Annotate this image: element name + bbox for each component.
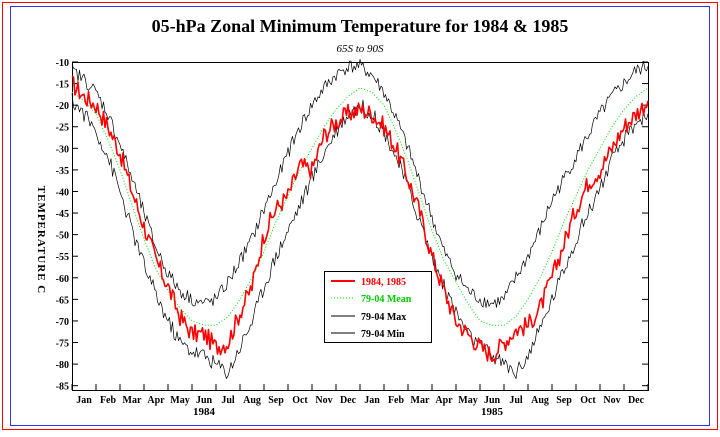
series-layer bbox=[71, 59, 649, 379]
legend-label-max: 79-04 Max bbox=[361, 312, 406, 323]
y-tick-label: -70 bbox=[56, 317, 69, 328]
x-tick-label: Oct bbox=[580, 395, 596, 406]
series-line-79-04-max bbox=[71, 59, 649, 308]
y-tick-label: -80 bbox=[56, 360, 69, 371]
y-tick-label: -65 bbox=[56, 295, 69, 306]
x-tick-label: Oct bbox=[292, 395, 308, 406]
y-tick-label: -85 bbox=[56, 382, 69, 393]
chart-title: 05-hPa Zonal Minimum Temperature for 198… bbox=[152, 16, 569, 36]
y-axis: -10 -15 -20 -25 -30 -35 -40 -45 -50 -55 -60 -65 -70 -… bbox=[56, 58, 648, 393]
x-tick-label: Mar bbox=[123, 395, 142, 406]
x-tick-label: Jan bbox=[364, 395, 380, 406]
x-tick-label: Jan bbox=[76, 395, 92, 406]
x-tick-label: Apr bbox=[435, 395, 453, 406]
outer-frame-red bbox=[2, 2, 718, 430]
chart-subtitle: 65S to 90S bbox=[336, 43, 384, 55]
legend-label-min: 79-04 Min bbox=[361, 329, 405, 340]
legend-label-mean: 79-04 Mean bbox=[361, 294, 412, 305]
y-tick-label: -45 bbox=[56, 209, 69, 220]
y-tick-label: -55 bbox=[56, 252, 69, 263]
x-tick-label: Jun bbox=[484, 395, 501, 406]
year-label: 1985 bbox=[481, 406, 504, 418]
y-tick-label: -40 bbox=[56, 187, 69, 198]
outer-frame-blue bbox=[10, 6, 710, 426]
y-tick-label: -50 bbox=[56, 231, 69, 242]
legend: 1984, 1985 79-04 Mean 79-04 Max 79-04 Mi… bbox=[324, 271, 432, 343]
x-tick-label: May bbox=[170, 395, 189, 406]
x-tick-label: Jul bbox=[221, 395, 235, 406]
y-tick-label: -25 bbox=[56, 123, 69, 134]
y-tick-label: -35 bbox=[56, 166, 69, 177]
y-tick-label: -30 bbox=[56, 144, 69, 155]
y-tick-label: -60 bbox=[56, 274, 69, 285]
year-label: 1984 bbox=[193, 406, 216, 418]
x-tick-label: Aug bbox=[531, 395, 549, 406]
x-tick-label: Sep bbox=[268, 395, 284, 406]
x-tick-label: Dec bbox=[628, 395, 645, 406]
x-tick-label: Dec bbox=[340, 395, 357, 406]
x-axis: Jan Feb Mar Apr May Jun Jul Aug Sep Oct Nov Dec Jan F… bbox=[71, 384, 649, 418]
x-tick-label: Nov bbox=[603, 395, 620, 406]
y-axis-label: TEMPERATURE C bbox=[35, 186, 47, 294]
x-tick-label: May bbox=[458, 395, 477, 406]
x-tick-label: Mar bbox=[411, 395, 430, 406]
x-tick-label: Feb bbox=[388, 395, 405, 406]
x-tick-label: Sep bbox=[556, 395, 572, 406]
y-tick-label: -15 bbox=[56, 80, 69, 91]
x-tick-label: Jul bbox=[509, 395, 523, 406]
x-tick-label: Apr bbox=[147, 395, 165, 406]
legend-label-1984-1985: 1984, 1985 bbox=[361, 277, 406, 288]
y-tick-label: -20 bbox=[56, 101, 69, 112]
y-tick-label: -10 bbox=[56, 58, 69, 69]
series-line-1984-1985 bbox=[71, 75, 649, 363]
x-tick-label: Feb bbox=[100, 395, 117, 406]
x-tick-label: Jun bbox=[196, 395, 213, 406]
x-tick-label: Nov bbox=[315, 395, 332, 406]
y-tick-label: -75 bbox=[56, 339, 69, 350]
legend-box bbox=[324, 271, 432, 343]
x-tick-label: Aug bbox=[243, 395, 261, 406]
